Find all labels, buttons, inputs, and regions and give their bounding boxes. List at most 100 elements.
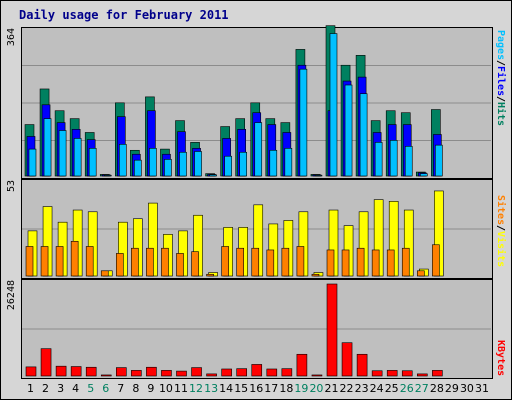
day-tick-label: 19: [294, 382, 308, 395]
kbytes-bar: [206, 373, 217, 377]
kbytes-bar: [191, 367, 202, 377]
day-tick-label: 5: [87, 382, 94, 395]
day-tick-label: 4: [72, 382, 79, 395]
chart-title: Daily usage for February 2011: [19, 8, 229, 22]
pages-bar: [179, 151, 187, 177]
day-tick-label: 21: [325, 382, 339, 395]
pages-bar: [209, 174, 217, 177]
pages-bar: [269, 149, 278, 177]
kbytes-bar: [146, 366, 157, 377]
pages-bar: [119, 144, 127, 177]
sites-bar: [116, 253, 124, 277]
sites-bar: [25, 246, 34, 277]
sites-bar: [176, 253, 184, 277]
sites-bar: [40, 246, 49, 277]
day-tick-label: 10: [159, 382, 173, 395]
kbytes-bar: [416, 373, 428, 377]
pages-bar: [254, 122, 263, 177]
pages-bar: [149, 148, 157, 177]
pages-bar: [344, 84, 353, 177]
pages-bar: [224, 155, 232, 177]
sites-bar: [100, 270, 109, 277]
day-tick-label: 28: [430, 382, 444, 395]
legend-kbytes: KBytes: [495, 340, 506, 377]
sites-bar: [191, 251, 199, 277]
pages-bar: [329, 33, 338, 177]
top-series-legend: Pages/Files/Hits: [495, 30, 506, 126]
sites-bar: [221, 246, 229, 277]
legend-sites: Sites: [495, 195, 506, 226]
kbytes-bar: [356, 353, 368, 377]
day-tick-label: 14: [219, 382, 233, 395]
pages-bar: [103, 174, 112, 177]
kbytes-bar: [401, 370, 413, 377]
pages-bar: [419, 173, 428, 177]
pages-bar: [194, 151, 202, 177]
day-tick-label: 3: [57, 382, 64, 395]
sites-bar: [206, 273, 214, 277]
pages-bar: [389, 140, 398, 177]
day-tick-label: 31: [475, 382, 489, 395]
kbytes-bar: [281, 368, 293, 377]
kbytes-bar: [296, 353, 308, 377]
day-tick-label: 12: [189, 382, 203, 395]
pages-bar: [299, 68, 308, 177]
day-tick-label: 13: [204, 382, 218, 395]
mid-series-legend: Sites/Visits: [495, 195, 506, 267]
sites-bar: [386, 249, 395, 277]
day-tick-label: 8: [132, 382, 139, 395]
day-tick-label: 25: [385, 382, 399, 395]
kbytes-bar: [40, 348, 52, 377]
sites-bar: [146, 247, 154, 277]
kbytes-bar: [85, 366, 97, 377]
kbytes-bar: [251, 364, 263, 377]
day-tick-label: 16: [249, 382, 263, 395]
day-tick-label: 22: [340, 382, 354, 395]
pages-bar: [404, 146, 413, 177]
kbytes-bar: [236, 368, 247, 377]
pages-bar: [164, 159, 172, 177]
kbytes-bar: [116, 367, 127, 377]
bottom-series-legend: KBytes: [495, 340, 506, 376]
sites-bar: [296, 246, 305, 277]
day-tick-label: 27: [415, 382, 429, 395]
day-tick-label: 7: [117, 382, 124, 395]
sites-bar: [311, 273, 320, 277]
pages-bar: [284, 148, 293, 177]
sites-bar: [401, 247, 410, 277]
kbytes-bar: [70, 366, 82, 377]
legend-visits: Visits: [495, 231, 506, 268]
kbytes-bar: [161, 370, 172, 377]
sites-bar: [266, 249, 275, 277]
legend-slash: /: [495, 225, 506, 232]
day-tick-label: 23: [355, 382, 369, 395]
day-tick-label: 2: [42, 382, 49, 395]
day-tick-label: 30: [460, 382, 474, 395]
sites-bar: [281, 247, 290, 277]
kbytes-bar: [386, 370, 398, 377]
day-tick-label: 29: [445, 382, 459, 395]
sites-bar: [131, 247, 139, 277]
day-tick-label: 15: [234, 382, 248, 395]
kbytes-bar: [311, 374, 323, 377]
sites-bar: [326, 249, 335, 277]
sites-bar: [356, 247, 365, 277]
kbytes-bar: [100, 374, 112, 377]
kbytes-bar: [55, 365, 67, 377]
pages-bar: [359, 93, 368, 177]
kbytes-bar: [326, 283, 338, 377]
day-tick-label: 20: [309, 382, 323, 395]
sites-bar: [55, 246, 64, 277]
legend-files: Files: [495, 66, 506, 97]
pages-bar: [58, 130, 67, 177]
sites-bar: [432, 244, 440, 277]
day-tick-label: 9: [147, 382, 154, 395]
day-tick-label: 11: [174, 382, 188, 395]
day-tick-label: 26: [400, 382, 414, 395]
kbytes-bar: [341, 342, 353, 377]
kbytes-bar: [432, 370, 443, 377]
sites-bar: [236, 247, 244, 277]
kbytes-bar: [176, 370, 187, 377]
day-tick-label: 6: [102, 382, 109, 395]
